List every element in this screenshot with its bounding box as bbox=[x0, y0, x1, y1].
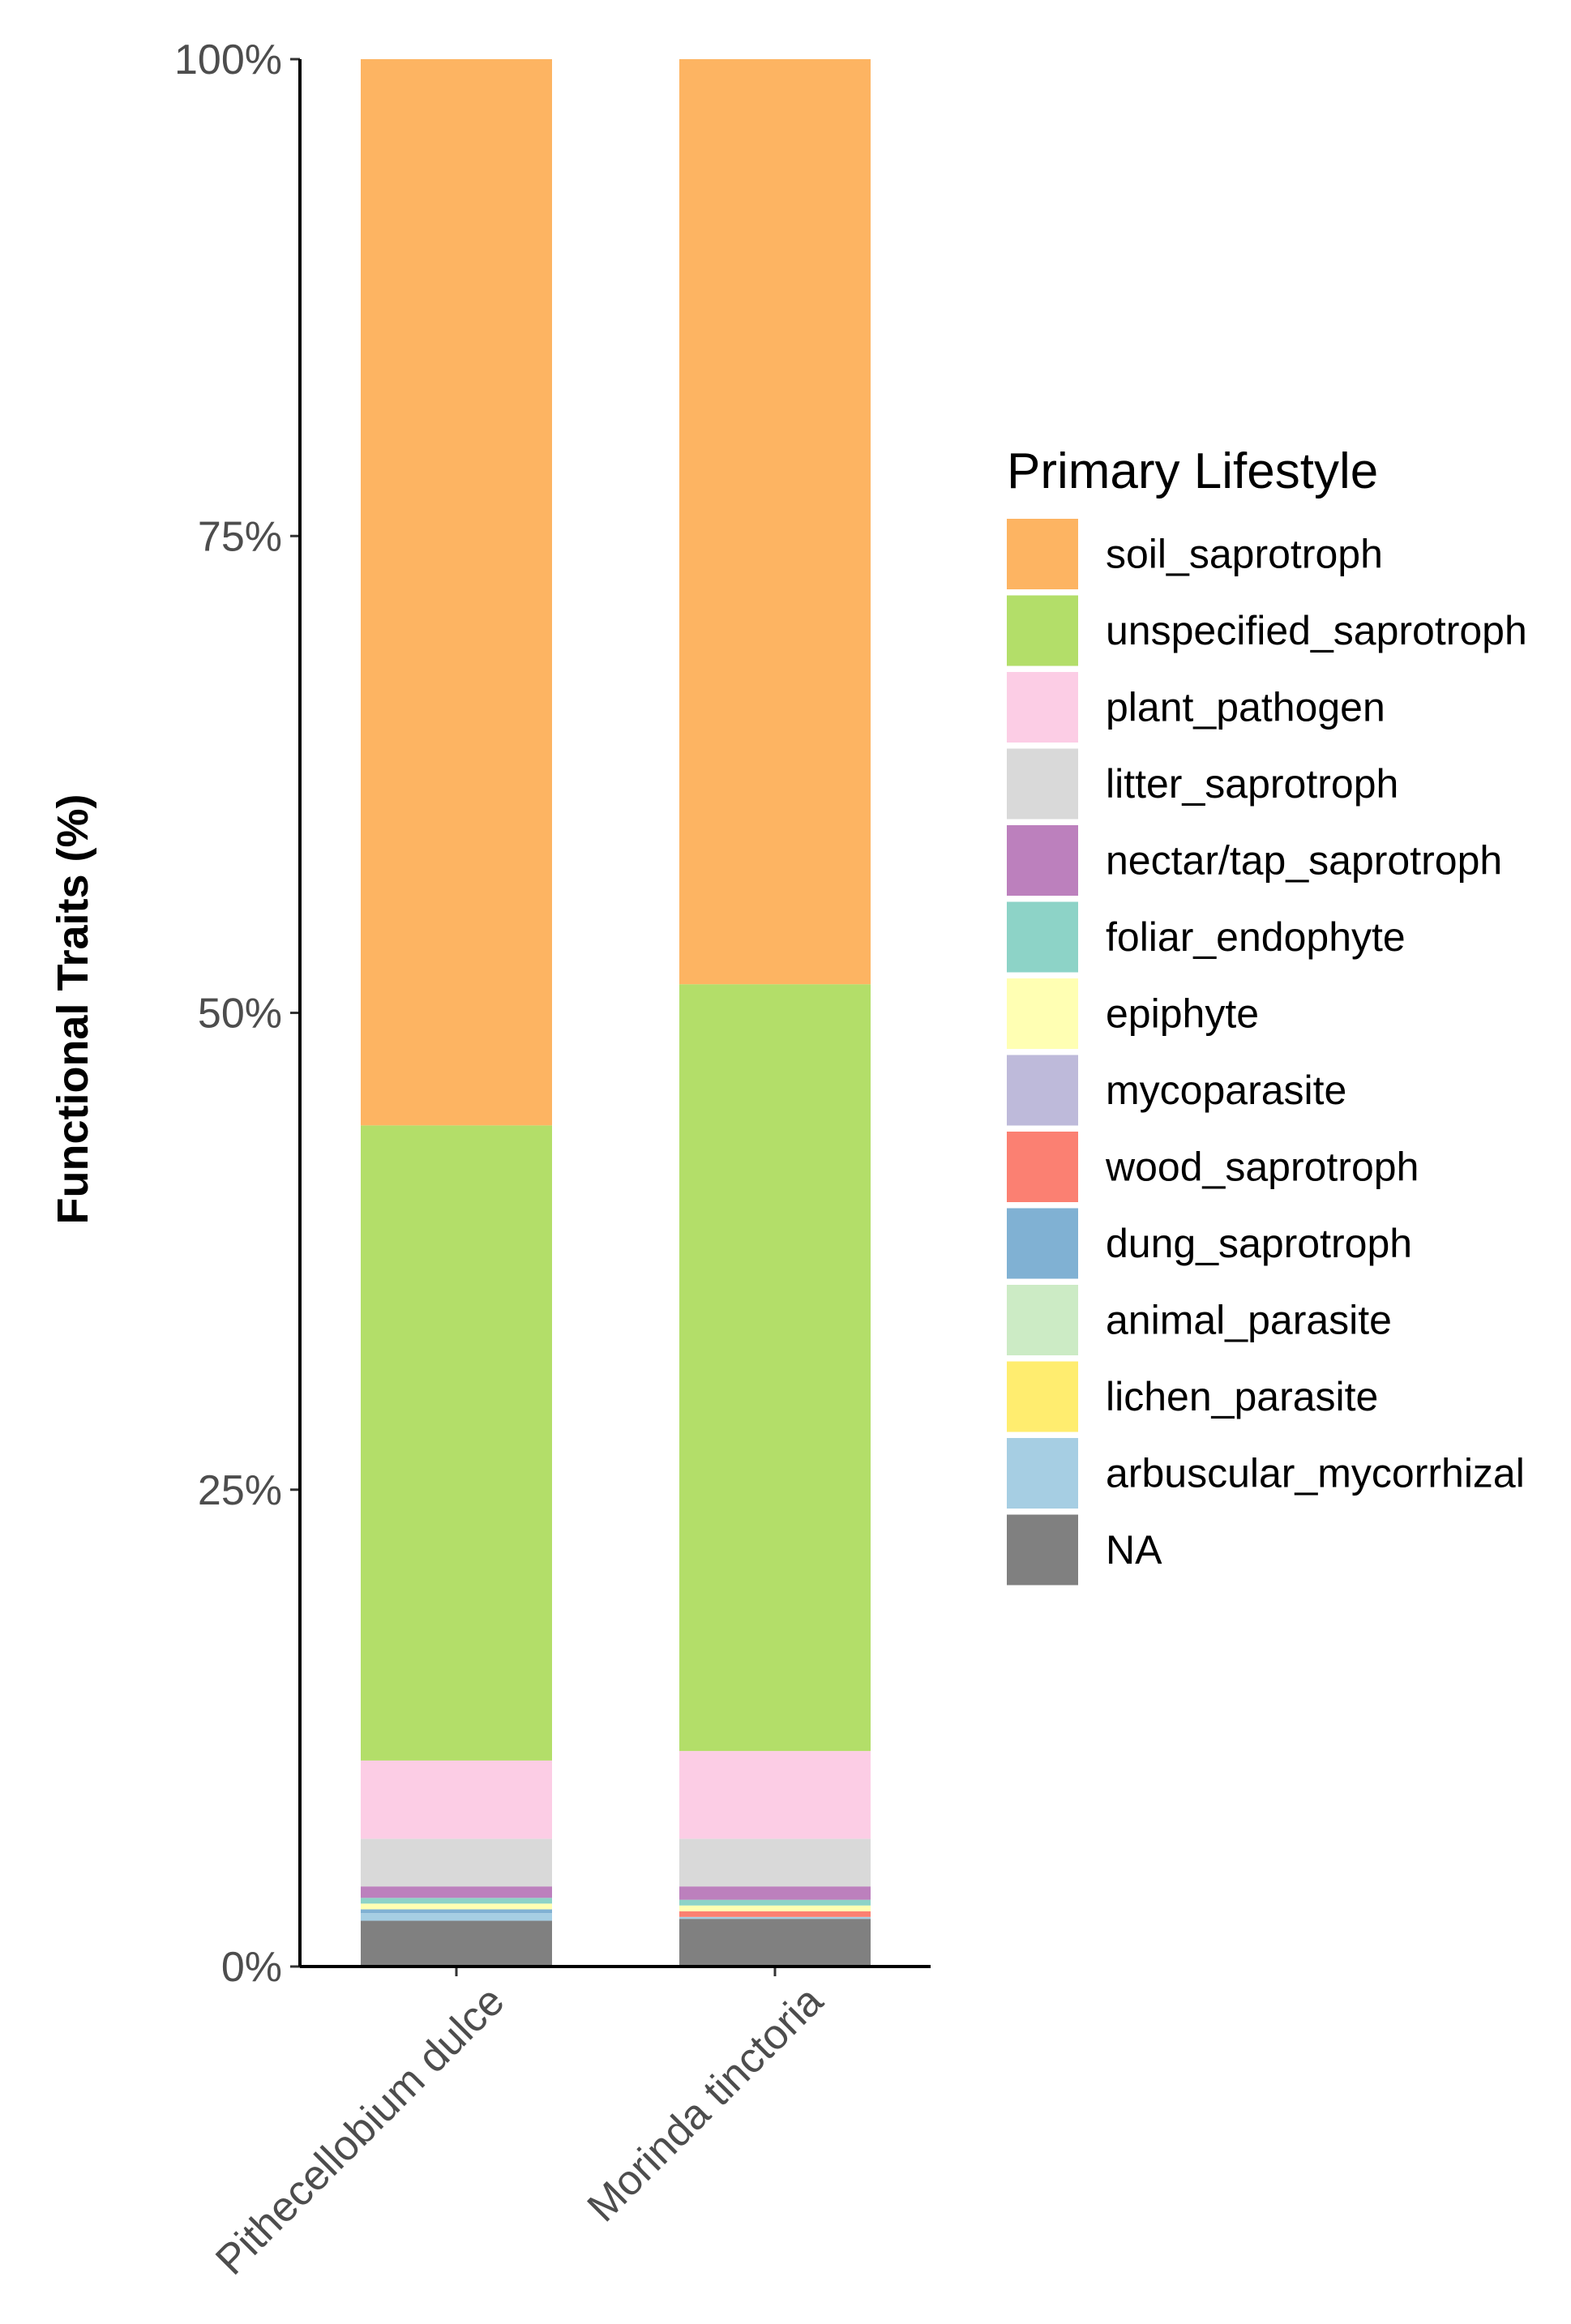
legend-label-litter-saprotroph: litter_saprotroph bbox=[1106, 761, 1398, 807]
bar-segment-morinda-tinctoria-soil-saprotroph bbox=[679, 59, 871, 985]
legend-label-epiphyte: epiphyte bbox=[1106, 991, 1259, 1037]
legend-label-wood-saprotroph: wood_saprotroph bbox=[1105, 1145, 1419, 1190]
legend-title: Primary Lifestyle bbox=[1007, 443, 1378, 499]
bar-segment-morinda-tinctoria-epiphyte bbox=[679, 1905, 871, 1911]
legend-swatch-arbuscular-mycorrhizal bbox=[1007, 1438, 1078, 1509]
bar-segment-morinda-tinctoria-arbuscular-mycorrhizal bbox=[679, 1916, 871, 1920]
legend-swatch-plant-pathogen bbox=[1007, 672, 1078, 743]
legend-label-foliar-endophyte: foliar_endophyte bbox=[1106, 914, 1406, 960]
bar-segment-pithecellobium-dulce-plant-pathogen bbox=[361, 1760, 552, 1839]
legend-label-unspecified-saprotroph: unspecified_saprotroph bbox=[1106, 608, 1527, 653]
bar-segment-pithecellobium-dulce-dung-saprotroph bbox=[361, 1909, 552, 1914]
x-tick-label-morinda-tinctoria: Morinda tinctoria bbox=[579, 1977, 833, 2231]
bars-group bbox=[361, 59, 871, 1967]
y-tick-label: 50% bbox=[198, 991, 282, 1038]
legend-swatch-foliar-endophyte bbox=[1007, 901, 1078, 973]
bar-segment-pithecellobium-dulce-na bbox=[361, 1920, 552, 1967]
legend-swatch-epiphyte bbox=[1007, 978, 1078, 1049]
bar-segment-morinda-tinctoria-wood-saprotroph bbox=[679, 1911, 871, 1917]
y-tick-label: 25% bbox=[198, 1467, 282, 1514]
legend-items: soil_saprotroph unspecified_saprotrophpla… bbox=[1007, 519, 1527, 1586]
legend-label-na: NA bbox=[1106, 1527, 1162, 1573]
y-tick-label: 75% bbox=[198, 513, 282, 560]
bar-segment-pithecellobium-dulce-unspecified-saprotroph bbox=[361, 1125, 552, 1761]
bar-segment-morinda-tinctoria-unspecified-saprotroph bbox=[679, 984, 871, 1752]
legend-swatch-mycoparasite bbox=[1007, 1055, 1078, 1126]
legend-label-arbuscular-mycorrhizal: arbuscular_mycorrhizal bbox=[1106, 1451, 1525, 1496]
legend: Primary Lifestyle soil_saprotrophunspeci… bbox=[1007, 443, 1527, 1586]
legend-label-plant-pathogen: plant_pathogen bbox=[1106, 685, 1385, 730]
bar-segment-pithecellobium-dulce-soil-saprotroph bbox=[361, 59, 552, 1126]
legend-label-lichen-parasite: lichen_parasite bbox=[1106, 1374, 1378, 1419]
bar-segment-pithecellobium-dulce-epiphyte bbox=[361, 1903, 552, 1910]
bar-segment-pithecellobium-dulce-litter-saprotroph bbox=[361, 1838, 552, 1887]
legend-swatch-dung-saprotroph bbox=[1007, 1208, 1078, 1279]
legend-label-mycoparasite: mycoparasite bbox=[1106, 1068, 1346, 1113]
legend-swatch-wood-saprotroph bbox=[1007, 1132, 1078, 1202]
y-tick-label: 100% bbox=[174, 36, 282, 83]
bar-segment-pithecellobium-dulce-nectar-tap-saprotroph bbox=[361, 1886, 552, 1898]
y-axis-title: Functional Traits (%) bbox=[49, 794, 97, 1224]
bar-segment-morinda-tinctoria-na bbox=[679, 1919, 871, 1967]
legend-label-nectar-tap-saprotroph: nectar/tap_saprotroph bbox=[1106, 838, 1502, 884]
legend-swatch-litter-saprotroph bbox=[1007, 748, 1078, 820]
bar-segment-morinda-tinctoria-plant-pathogen bbox=[679, 1751, 871, 1839]
x-tick-label-pithecellobium-dulce: Pithecellobium dulce bbox=[207, 1977, 513, 2283]
legend-swatch-soil-saprotroph bbox=[1007, 519, 1078, 589]
legend-label-animal-parasite: animal_parasite bbox=[1106, 1298, 1392, 1343]
x-axis-tick-labels: Pithecellobium dulce Morinda tinctoria bbox=[207, 1967, 833, 2284]
bar-segment-pithecellobium-dulce-foliar-endophyte bbox=[361, 1898, 552, 1904]
bar-segment-morinda-tinctoria-nectar-tap-saprotroph bbox=[679, 1886, 871, 1900]
bar-segment-pithecellobium-dulce-arbuscular-mycorrhizal bbox=[361, 1913, 552, 1921]
bar-segment-morinda-tinctoria-litter-saprotroph bbox=[679, 1838, 871, 1887]
legend-label-dung-saprotroph: dung_saprotroph bbox=[1106, 1221, 1412, 1266]
y-axis-ticks: 0% 25% 50% 75% 100% bbox=[174, 36, 300, 1991]
legend-swatch-unspecified-saprotroph bbox=[1007, 595, 1078, 666]
legend-swatch-lichen-parasite bbox=[1007, 1361, 1078, 1432]
legend-swatch-na bbox=[1007, 1514, 1078, 1586]
bar-segment-morinda-tinctoria-foliar-endophyte bbox=[679, 1899, 871, 1906]
legend-swatch-nectar-tap-saprotroph bbox=[1007, 825, 1078, 896]
legend-label-soil-saprotroph: soil_saprotroph bbox=[1106, 532, 1383, 577]
y-tick-label: 0% bbox=[221, 1944, 282, 1991]
legend-swatch-animal-parasite bbox=[1007, 1285, 1078, 1355]
